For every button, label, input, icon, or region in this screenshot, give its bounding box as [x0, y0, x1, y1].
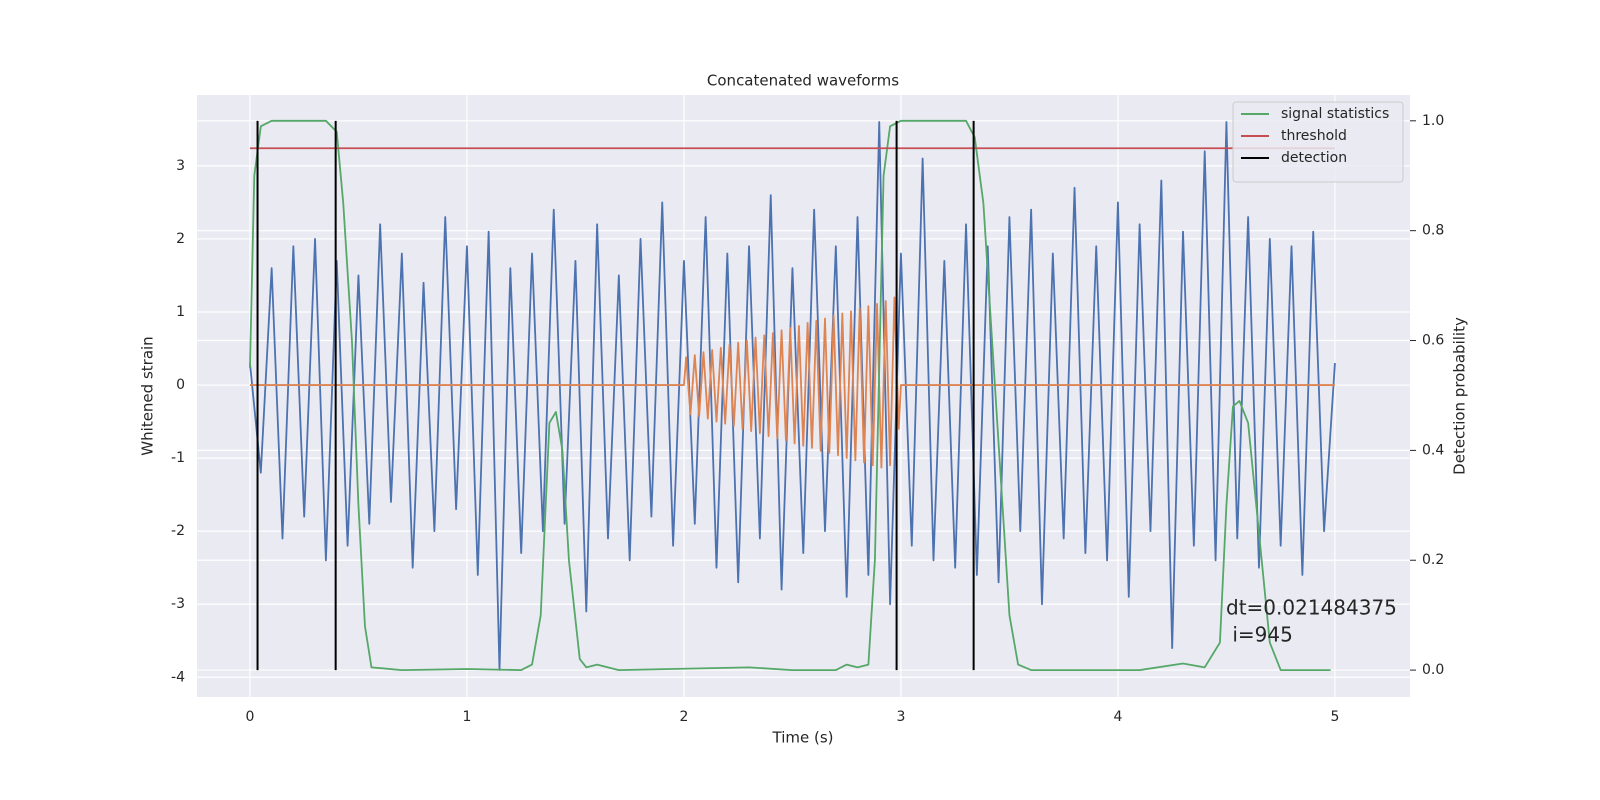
- legend: signal statistics threshold detection: [1232, 101, 1404, 183]
- plot-area: [197, 95, 1410, 697]
- x-tick-label: 5: [1330, 709, 1339, 725]
- annotation: i=945: [1226, 623, 1293, 647]
- y-tick-label: 1: [176, 304, 185, 320]
- annotation: dt=0.021484375: [1226, 596, 1397, 620]
- x-tick-label: 4: [1113, 709, 1122, 725]
- x-axis-label: Time (s): [772, 729, 834, 747]
- y2-tick-label: 0.2: [1422, 552, 1444, 568]
- x-tick-label: 2: [679, 709, 688, 725]
- y-axis-label: Whitened strain: [139, 336, 157, 455]
- legend-label: threshold: [1281, 128, 1347, 144]
- y2-tick-label: 0.6: [1422, 333, 1444, 349]
- y2-tick-label: 1.0: [1422, 113, 1444, 129]
- plot-lines: [249, 119, 1336, 671]
- legend-label: signal statistics: [1281, 106, 1389, 122]
- series-line: [249, 121, 1336, 671]
- legend-label: detection: [1281, 150, 1347, 166]
- y-tick-label: -4: [171, 669, 185, 685]
- y-tick-label: 2: [176, 231, 185, 247]
- series-line: [249, 296, 1335, 469]
- x-tick-label: 0: [245, 709, 254, 725]
- x-tick-label: 3: [896, 709, 905, 725]
- series-line: [249, 119, 1331, 671]
- y-tick-label: 0: [176, 377, 185, 393]
- y2-axis-label: Detection probability: [1451, 317, 1469, 475]
- y-tick-label: -2: [171, 523, 185, 539]
- y-tick-label: -1: [171, 450, 185, 466]
- y2-tick-label: 0.0: [1422, 662, 1444, 678]
- y-tick-label: -3: [171, 596, 185, 612]
- legend-box: [1232, 101, 1404, 183]
- y2-tick-label: 0.4: [1422, 442, 1444, 458]
- y-tick-label: 3: [176, 158, 185, 174]
- x-tick-label: 1: [462, 709, 471, 725]
- y2-tick-label: 0.8: [1422, 223, 1444, 239]
- chart-title: Concatenated waveforms: [707, 72, 899, 90]
